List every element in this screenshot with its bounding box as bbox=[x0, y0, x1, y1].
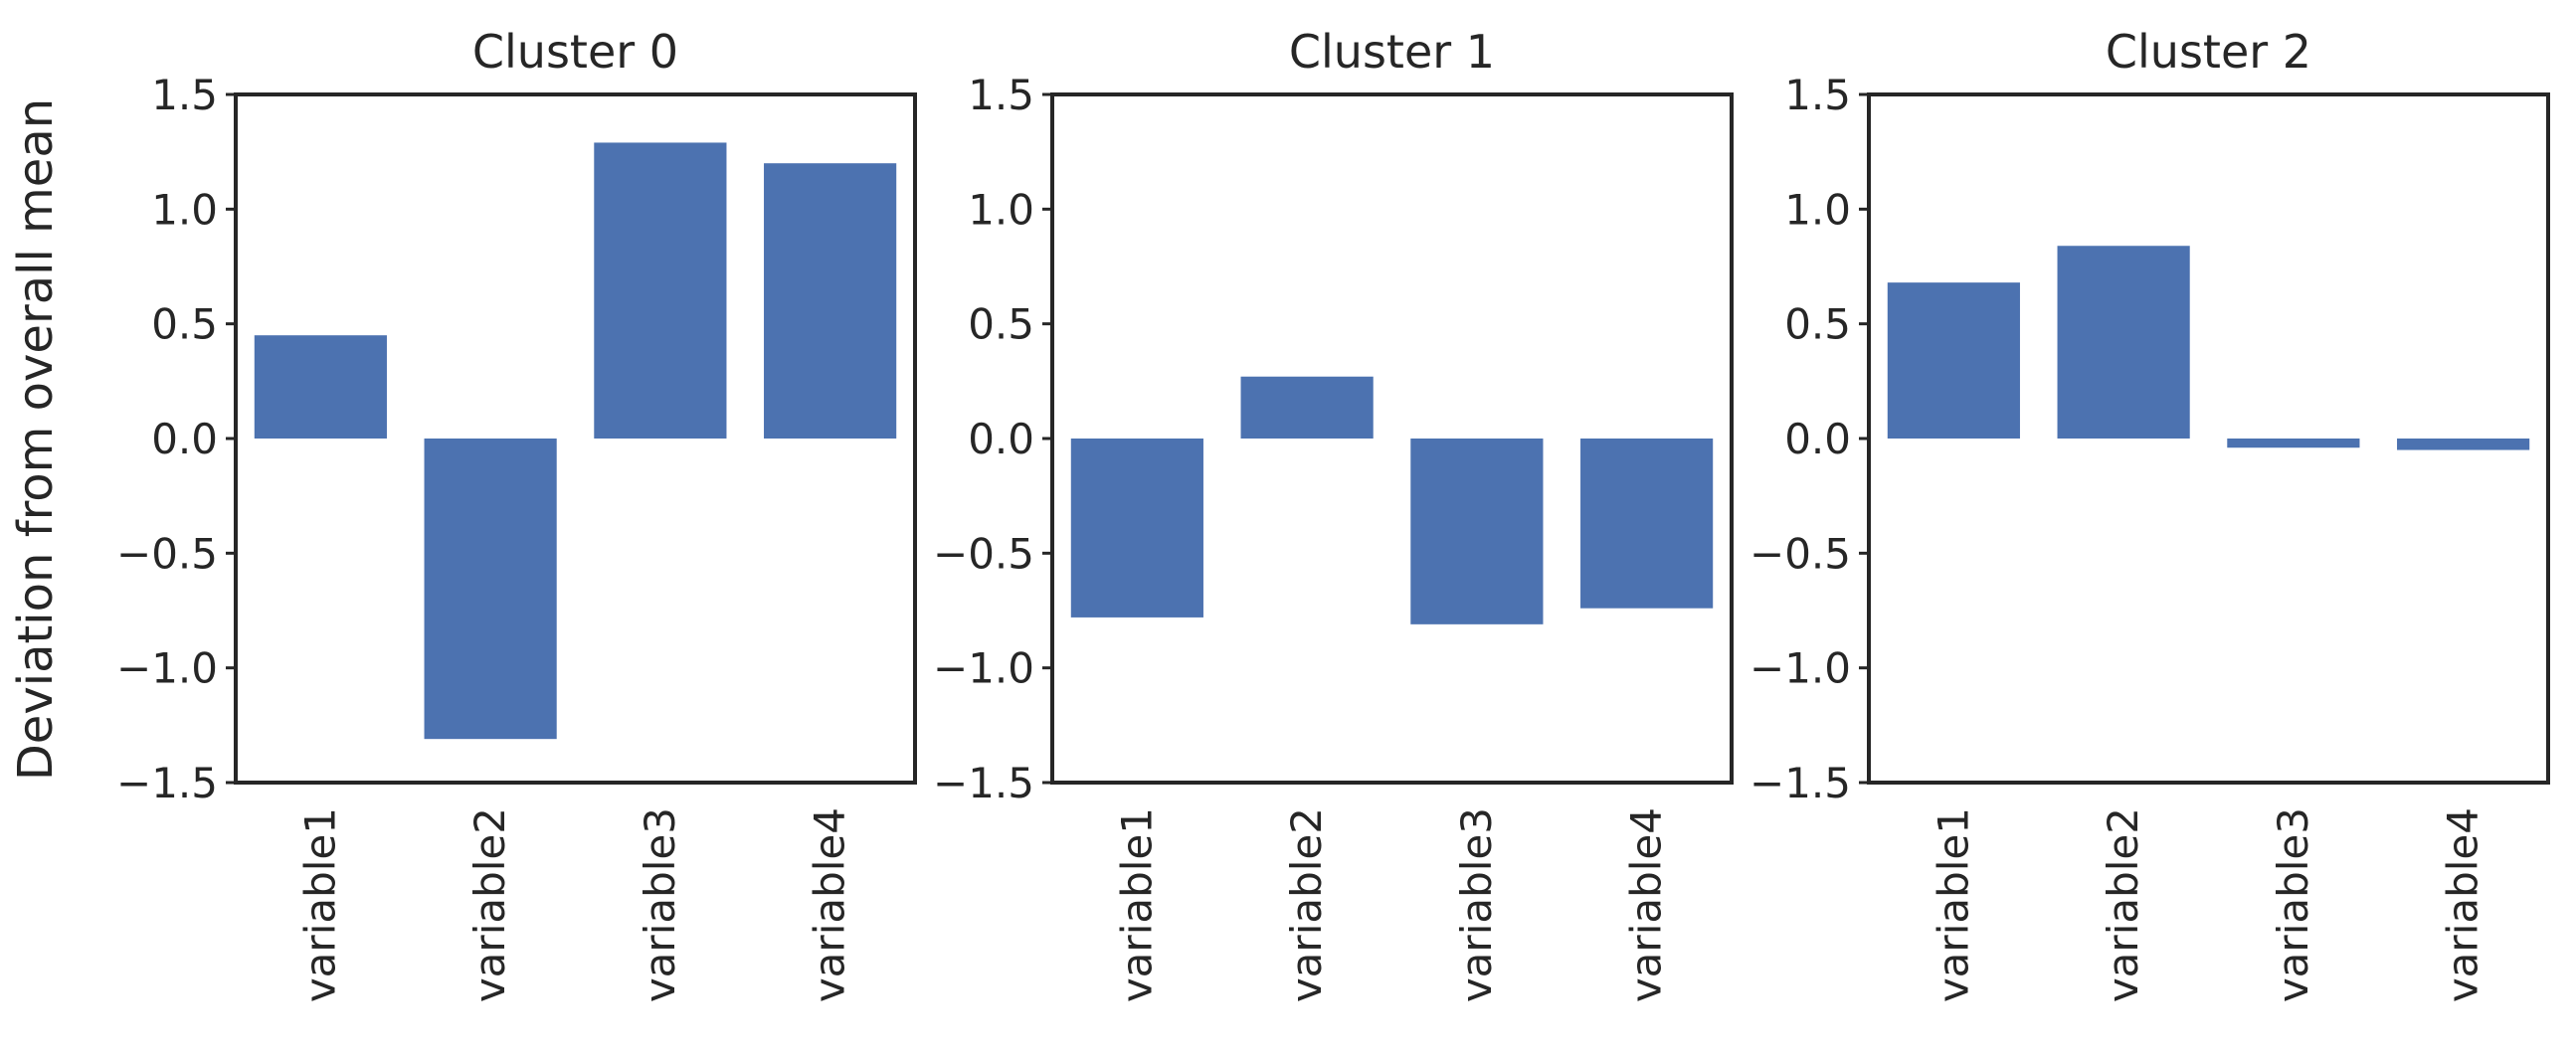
chart-panel-0: Cluster 0 1.5 1.0 0.5 0.0 −0.5 −1.0 −1.5 variabl… bbox=[116, 25, 917, 1002]
bar-variable1 bbox=[254, 335, 387, 439]
bar-variable2 bbox=[424, 439, 557, 740]
y-tick-label: 0.0 bbox=[1784, 415, 1851, 463]
y-tick-label: −1.5 bbox=[933, 759, 1034, 807]
x-category-label: variable2 bbox=[2099, 807, 2147, 1002]
y-tick-label: −1.0 bbox=[933, 644, 1034, 693]
y-tick-label: −1.0 bbox=[1749, 644, 1851, 693]
chart-panel-2: Cluster 2 1.5 1.0 0.5 0.0 −0.5 −1.0 −1.5 variabl… bbox=[1749, 25, 2550, 1002]
y-tick-label: 0.0 bbox=[151, 415, 218, 463]
bar-variable1 bbox=[1070, 439, 1203, 618]
x-category-label: variable4 bbox=[806, 807, 854, 1002]
y-tick-label: 1.5 bbox=[151, 71, 218, 119]
bar-variable4 bbox=[2397, 439, 2530, 450]
bar-variable3 bbox=[594, 142, 727, 439]
x-category-label: variable2 bbox=[465, 807, 514, 1002]
x-category-label: variable3 bbox=[636, 807, 684, 1002]
y-tick-label: −0.5 bbox=[933, 529, 1034, 578]
x-category-label: variable4 bbox=[2439, 807, 2487, 1002]
x-category-label: variable1 bbox=[1112, 807, 1161, 1002]
panel-title: Cluster 0 bbox=[472, 25, 678, 79]
bar-variable3 bbox=[1410, 439, 1544, 624]
y-tick-label: 0.5 bbox=[151, 300, 218, 349]
y-tick-label: 0.0 bbox=[968, 415, 1034, 463]
x-category-label: variable1 bbox=[1929, 807, 1977, 1002]
panel-title: Cluster 2 bbox=[2106, 25, 2311, 79]
y-tick-label: 0.5 bbox=[1784, 300, 1851, 349]
x-category-label: variable1 bbox=[295, 807, 344, 1002]
x-category-label: variable3 bbox=[1452, 807, 1501, 1002]
x-category-label: variable3 bbox=[2269, 807, 2317, 1002]
y-axis-label: Deviation from overall mean bbox=[8, 98, 64, 781]
panel-title: Cluster 1 bbox=[1289, 25, 1495, 79]
bar-variable4 bbox=[764, 163, 897, 439]
bar-variable3 bbox=[2227, 439, 2360, 448]
y-tick-label: 1.5 bbox=[968, 71, 1034, 119]
y-tick-label: 1.0 bbox=[1784, 185, 1851, 234]
y-tick-label: 0.5 bbox=[968, 300, 1034, 349]
y-tick-label: −1.0 bbox=[116, 644, 218, 693]
x-category-label: variable4 bbox=[1622, 807, 1671, 1002]
y-tick-label: −1.5 bbox=[116, 759, 218, 807]
y-tick-label: −0.5 bbox=[1749, 529, 1851, 578]
y-tick-label: −1.5 bbox=[1749, 759, 1851, 807]
bar-variable2 bbox=[1240, 376, 1374, 439]
y-tick-label: 1.5 bbox=[1784, 71, 1851, 119]
bar-variable1 bbox=[1887, 282, 2020, 439]
chart-panel-1: Cluster 1 1.5 1.0 0.5 0.0 −0.5 −1.0 −1.5 variabl… bbox=[933, 25, 1734, 1002]
y-tick-label: −0.5 bbox=[116, 529, 218, 578]
bar-variable2 bbox=[2057, 246, 2190, 439]
y-tick-label: 1.0 bbox=[151, 185, 218, 234]
x-category-label: variable2 bbox=[1282, 807, 1331, 1002]
y-tick-label: 1.0 bbox=[968, 185, 1034, 234]
bar-variable4 bbox=[1580, 439, 1714, 609]
